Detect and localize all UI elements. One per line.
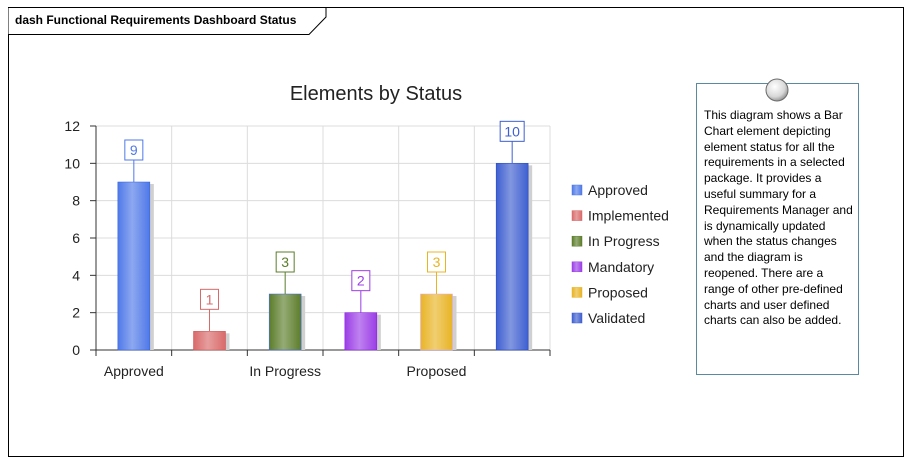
y-tick-label: 0 [72, 342, 80, 358]
note-text: This diagram shows a Bar Chart element d… [704, 108, 853, 328]
bar [117, 181, 151, 351]
data-label-box [499, 120, 525, 142]
data-label: 2 [357, 273, 365, 289]
legend-swatch [571, 210, 583, 221]
bar [193, 331, 226, 351]
x-tick-label: Approved [104, 363, 164, 379]
y-tick-label: 12 [64, 118, 80, 134]
bar [344, 312, 378, 351]
data-label-box [351, 270, 371, 292]
chart-bars: 9 1 3 2 3 10 [117, 120, 533, 351]
note-element[interactable]: This diagram shows a Bar Chart element d… [696, 83, 859, 375]
data-label-box [200, 288, 219, 310]
data-label: 10 [504, 123, 520, 139]
data-label: 1 [206, 291, 214, 307]
legend-swatch [571, 235, 583, 247]
chart-legend[interactable]: Approved Implemented In Progress Mandatory P… [571, 182, 669, 326]
bar [268, 293, 302, 351]
legend-label: Mandatory [588, 259, 654, 275]
data-label-box [275, 251, 295, 273]
legend-swatch [571, 184, 583, 196]
chart-grid [96, 125, 551, 350]
note-pin-icon [765, 78, 789, 102]
chart-title: Elements by Status [290, 83, 462, 105]
legend-label: Proposed [588, 284, 648, 300]
data-label: 3 [281, 254, 289, 270]
y-tick-label: 6 [72, 230, 80, 246]
legend-swatch [571, 312, 583, 324]
legend-swatch [571, 261, 583, 273]
x-tick-label: In Progress [249, 363, 321, 379]
data-label: 3 [433, 254, 441, 270]
bar [495, 163, 529, 351]
legend-label: Validated [588, 310, 645, 326]
y-tick-label: 2 [72, 305, 80, 321]
legend-label: Approved [588, 182, 648, 198]
x-tick-label: Proposed [407, 363, 467, 379]
frame-title[interactable]: dash Functional Requirements Dashboard S… [15, 13, 297, 27]
data-label: 9 [130, 142, 138, 158]
legend-label: In Progress [588, 233, 660, 249]
y-tick-label: 10 [64, 155, 80, 171]
data-label-box [427, 251, 446, 273]
y-tick-label: 4 [72, 267, 80, 283]
y-tick-label: 8 [72, 193, 80, 209]
bar [420, 293, 453, 351]
legend-label: Implemented [588, 208, 669, 224]
data-label-box [124, 139, 144, 161]
legend-swatch [571, 287, 583, 298]
